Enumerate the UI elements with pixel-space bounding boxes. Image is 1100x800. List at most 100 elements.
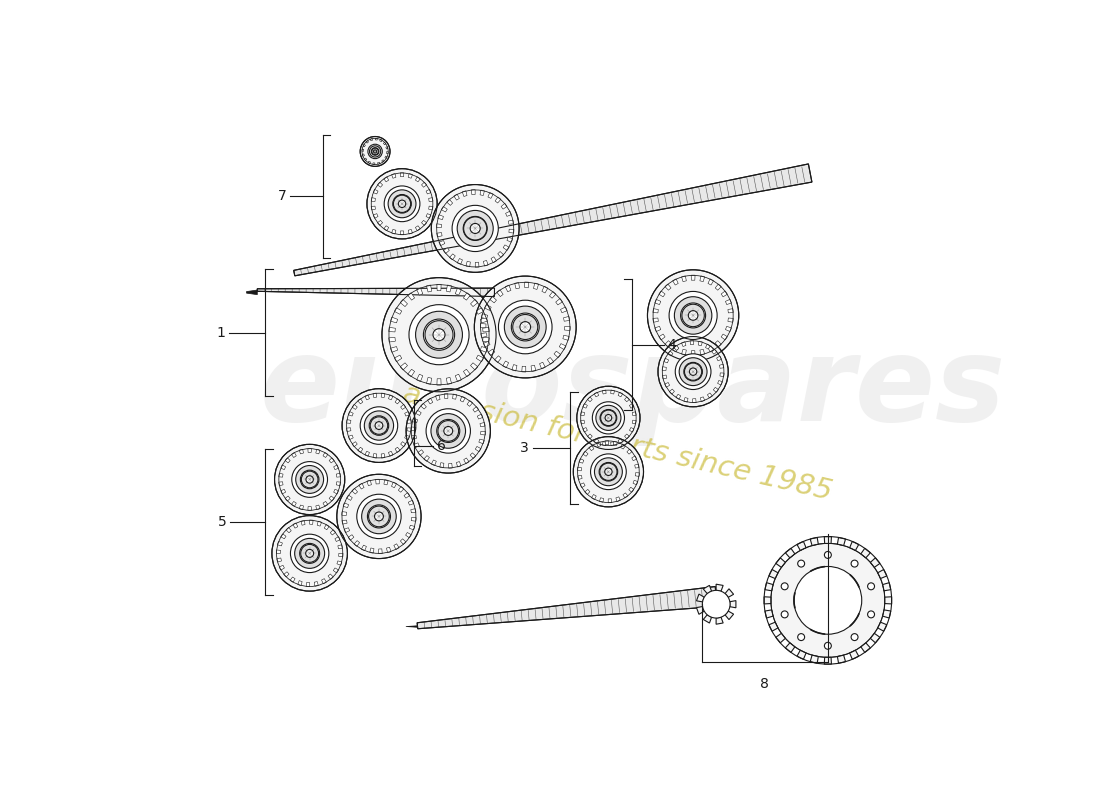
Polygon shape: [443, 248, 449, 254]
Polygon shape: [878, 622, 887, 631]
Polygon shape: [373, 190, 378, 194]
Polygon shape: [776, 558, 785, 567]
Polygon shape: [371, 198, 375, 202]
Polygon shape: [581, 412, 584, 415]
Polygon shape: [632, 420, 636, 424]
Polygon shape: [324, 525, 329, 530]
Polygon shape: [407, 420, 411, 423]
Polygon shape: [362, 545, 366, 550]
Polygon shape: [481, 333, 487, 338]
Circle shape: [851, 560, 858, 567]
Polygon shape: [405, 435, 409, 439]
Polygon shape: [447, 378, 451, 384]
Polygon shape: [559, 344, 566, 350]
Polygon shape: [497, 290, 503, 297]
Polygon shape: [400, 299, 407, 306]
Circle shape: [464, 217, 486, 240]
Polygon shape: [366, 141, 368, 143]
Polygon shape: [616, 497, 620, 502]
Polygon shape: [476, 308, 484, 314]
Polygon shape: [339, 554, 343, 557]
Polygon shape: [277, 542, 283, 546]
Polygon shape: [427, 285, 431, 292]
Polygon shape: [605, 441, 608, 445]
Polygon shape: [625, 397, 629, 402]
Polygon shape: [561, 307, 568, 313]
Polygon shape: [354, 541, 360, 546]
Polygon shape: [495, 356, 502, 362]
Polygon shape: [483, 342, 490, 347]
Polygon shape: [441, 206, 448, 212]
Polygon shape: [329, 458, 334, 463]
Polygon shape: [712, 349, 717, 354]
Polygon shape: [726, 299, 732, 305]
Polygon shape: [682, 342, 686, 346]
Circle shape: [520, 322, 530, 332]
Polygon shape: [477, 414, 483, 419]
Polygon shape: [334, 537, 340, 542]
Polygon shape: [515, 282, 519, 289]
Polygon shape: [728, 309, 734, 313]
Polygon shape: [406, 533, 411, 538]
Polygon shape: [394, 308, 402, 314]
Polygon shape: [447, 199, 453, 206]
Circle shape: [474, 276, 576, 378]
Circle shape: [292, 462, 328, 498]
Circle shape: [824, 642, 832, 650]
Circle shape: [596, 406, 622, 430]
Circle shape: [416, 311, 462, 358]
Circle shape: [424, 319, 454, 350]
Polygon shape: [654, 299, 661, 305]
Polygon shape: [400, 442, 406, 446]
Circle shape: [372, 148, 378, 154]
Polygon shape: [563, 317, 570, 322]
Polygon shape: [664, 382, 670, 387]
Circle shape: [300, 470, 319, 489]
Polygon shape: [475, 446, 481, 452]
Polygon shape: [417, 374, 422, 382]
Polygon shape: [333, 465, 339, 470]
Circle shape: [370, 146, 381, 157]
Text: 1: 1: [216, 326, 224, 340]
Polygon shape: [631, 456, 637, 461]
Polygon shape: [507, 238, 513, 242]
Polygon shape: [429, 206, 433, 210]
Polygon shape: [682, 276, 686, 282]
Polygon shape: [509, 230, 514, 233]
Polygon shape: [386, 152, 388, 154]
Circle shape: [426, 409, 471, 453]
Polygon shape: [421, 220, 427, 226]
Polygon shape: [491, 257, 496, 262]
Polygon shape: [798, 542, 806, 550]
Polygon shape: [563, 335, 569, 340]
Polygon shape: [696, 606, 704, 614]
Polygon shape: [294, 164, 812, 276]
Polygon shape: [455, 374, 461, 382]
Polygon shape: [554, 351, 561, 358]
Polygon shape: [384, 480, 388, 485]
Polygon shape: [388, 338, 395, 342]
Circle shape: [367, 505, 390, 528]
Polygon shape: [315, 582, 318, 586]
Polygon shape: [352, 405, 358, 410]
Circle shape: [342, 389, 416, 462]
Polygon shape: [363, 144, 365, 147]
Polygon shape: [463, 370, 471, 377]
Polygon shape: [497, 251, 504, 258]
Polygon shape: [715, 341, 722, 347]
Polygon shape: [454, 194, 460, 200]
Circle shape: [679, 358, 707, 386]
Polygon shape: [370, 548, 374, 554]
Circle shape: [868, 611, 875, 618]
Text: 7: 7: [278, 189, 286, 203]
Polygon shape: [580, 483, 585, 487]
Polygon shape: [373, 214, 378, 218]
Polygon shape: [382, 454, 385, 458]
Circle shape: [299, 543, 320, 563]
Polygon shape: [395, 447, 400, 452]
Polygon shape: [713, 387, 718, 392]
Polygon shape: [309, 520, 313, 524]
Polygon shape: [382, 160, 384, 162]
Polygon shape: [438, 214, 443, 219]
Circle shape: [356, 494, 402, 538]
